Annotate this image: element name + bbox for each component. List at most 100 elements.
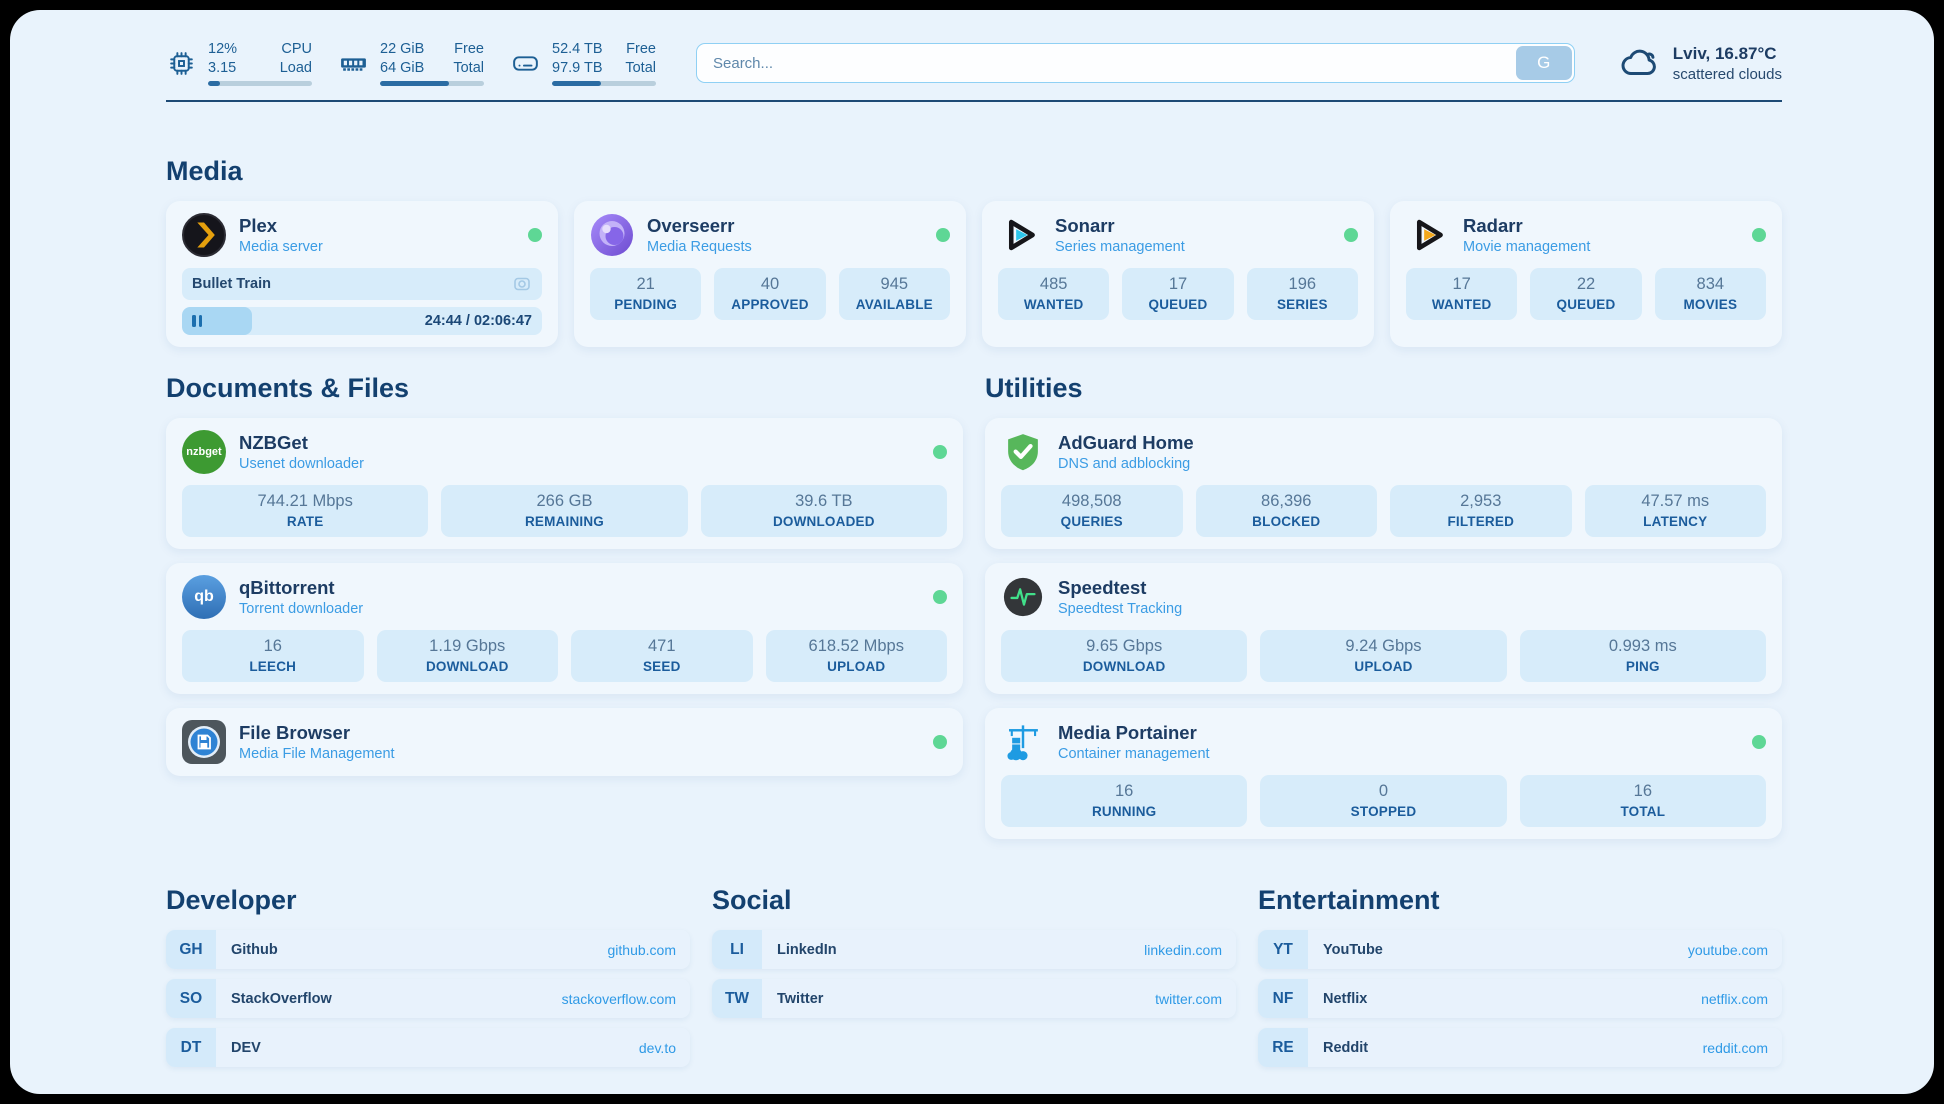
playback-time: 24:44 / 02:06:47	[424, 313, 532, 329]
section-developer: Developer GH Github github.com SO StackO…	[166, 885, 690, 1077]
playback-progress-bar: 24:44 / 02:06:47	[182, 307, 542, 335]
service-card-overseerr[interactable]: Overseerr Media Requests 21 PENDING 40 APP…	[574, 201, 966, 347]
cpu-label-1: CPU	[281, 40, 312, 57]
status-online-dot	[1752, 735, 1766, 749]
bookmark-stackoverflow[interactable]: SO StackOverflow stackoverflow.com	[166, 979, 690, 1018]
bookmark-netflix[interactable]: NF Netflix netflix.com	[1258, 979, 1782, 1018]
disk-total: 97.9 TB	[552, 59, 603, 76]
stat-queued: 17 QUEUED	[1122, 268, 1234, 320]
bookmark-name: Twitter	[777, 990, 824, 1007]
service-card-radarr[interactable]: Radarr Movie management 17 WANTED 22 QUEUE…	[1390, 201, 1782, 347]
stat-ping: 0.993 ms PING	[1519, 630, 1766, 682]
stat-remaining: 266 GB REMAINING	[441, 485, 688, 537]
status-online-dot	[1344, 228, 1358, 242]
qbittorrent-icon: qb	[182, 575, 226, 619]
bookmark-url: linkedin.com	[1144, 941, 1222, 958]
stat-approved: 40 APPROVED	[714, 268, 826, 320]
bookmark-abbr: TW	[712, 979, 762, 1018]
stat-running: 16 RUNNING	[1001, 775, 1248, 827]
service-description: Series management	[1055, 239, 1185, 255]
status-online-dot	[936, 228, 950, 242]
section-social: Social LI LinkedIn linkedin.com TW Twitt…	[712, 885, 1236, 1077]
bookmark-abbr: SO	[166, 979, 216, 1018]
search-input[interactable]	[696, 43, 1575, 83]
service-card-portainer[interactable]: Media Portainer Container management 16 R…	[985, 708, 1782, 839]
stat-wanted: 17 WANTED	[1406, 268, 1518, 320]
bookmark-name: StackOverflow	[231, 990, 332, 1007]
bookmark-url: dev.to	[638, 1039, 676, 1056]
bookmark-dev[interactable]: DT DEV dev.to	[166, 1028, 690, 1067]
ram-progress-bar	[380, 81, 484, 87]
bookmark-name: LinkedIn	[777, 941, 837, 958]
bookmark-name: DEV	[231, 1039, 261, 1056]
service-card-plex[interactable]: Plex Media server Bullet Train 24:44 / 0…	[166, 201, 558, 347]
system-stats-group: 12% 3.15 CPU Load 22 GiB 64 GiB Free Total	[166, 40, 656, 87]
bookmark-url: twitter.com	[1155, 990, 1222, 1007]
radarr-icon	[1406, 213, 1450, 257]
section-media: Media Plex Media server Bullet Train	[166, 156, 1782, 347]
ram-free: 22 GiB	[380, 40, 425, 57]
bookmark-url: stackoverflow.com	[561, 990, 676, 1007]
service-card-qbittorrent[interactable]: qb qBittorrent Torrent downloader 16 LEEC…	[166, 563, 963, 694]
service-name: qBittorrent	[239, 577, 335, 598]
cloud-icon	[1621, 49, 1656, 75]
stat-upload: 9.24 Gbps UPLOAD	[1260, 630, 1507, 682]
section-documents: Documents & Files nzbget NZBGet Usenet d…	[166, 373, 963, 776]
plex-icon	[182, 213, 226, 257]
stat-upload: 618.52 Mbps UPLOAD	[765, 630, 947, 682]
cpu-label-2: Load	[279, 59, 312, 76]
service-card-filebrowser[interactable]: File Browser Media File Management	[166, 708, 963, 776]
section-title-documents: Documents & Files	[166, 373, 410, 403]
stat-series: 196 SERIES	[1246, 268, 1358, 320]
pause-icon	[192, 315, 202, 327]
status-online-dot	[933, 445, 947, 459]
service-card-adguard[interactable]: AdGuard Home DNS and adblocking 498,508 Q…	[985, 418, 1782, 549]
stat-stopped: 0 STOPPED	[1260, 775, 1507, 827]
cpu-icon	[170, 51, 193, 75]
stat-filtered: 2,953 FILTERED	[1390, 485, 1572, 537]
adguard-icon	[1001, 430, 1045, 474]
bookmark-url: github.com	[607, 941, 676, 958]
header-divider	[166, 100, 1782, 102]
google-search-button[interactable]: G	[1515, 46, 1572, 80]
bookmark-reddit[interactable]: RE Reddit reddit.com	[1258, 1028, 1782, 1067]
filebrowser-icon	[182, 720, 226, 764]
stat-queries: 498,508 QUERIES	[1001, 485, 1183, 537]
ram-total: 64 GiB	[380, 59, 425, 76]
ram-label-2: Total	[453, 59, 484, 76]
service-description: Speedtest Tracking	[1058, 601, 1183, 617]
status-online-dot	[933, 590, 947, 604]
stat-total: 16 TOTAL	[1519, 775, 1766, 827]
bookmark-abbr: LI	[712, 930, 762, 969]
stat-wanted: 485 WANTED	[998, 268, 1110, 320]
bookmark-url: netflix.com	[1701, 990, 1768, 1007]
cpu-stat-widget: 12% 3.15 CPU Load	[166, 40, 312, 87]
ram-stat-widget: 22 GiB 64 GiB Free Total	[338, 40, 484, 87]
service-name: Speedtest	[1058, 577, 1147, 598]
service-description: Media server	[239, 239, 323, 255]
stat-available: 945 AVAILABLE	[838, 268, 950, 320]
bookmark-github[interactable]: GH Github github.com	[166, 930, 690, 969]
bookmark-name: YouTube	[1323, 941, 1383, 958]
service-card-nzbget[interactable]: nzbget NZBGet Usenet downloader 744.21 M…	[166, 418, 963, 549]
section-title-entertainment: Entertainment	[1258, 885, 1440, 915]
service-description: Media File Management	[239, 746, 395, 762]
disk-free: 52.4 TB	[552, 40, 603, 57]
overseerr-icon	[590, 213, 634, 257]
bookmark-youtube[interactable]: YT YouTube youtube.com	[1258, 930, 1782, 969]
section-title-media: Media	[166, 156, 243, 186]
service-name: Plex	[239, 215, 278, 236]
now-playing-title: Bullet Train	[192, 276, 271, 292]
disk-label-2: Total	[625, 59, 656, 76]
search-bar: G	[696, 43, 1575, 83]
service-card-sonarr[interactable]: Sonarr Series management 485 WANTED 17 QUE…	[982, 201, 1374, 347]
bookmark-abbr: YT	[1258, 930, 1308, 969]
cpu-progress-bar	[208, 81, 312, 87]
service-description: Torrent downloader	[239, 601, 364, 617]
ram-label-1: Free	[454, 40, 484, 57]
bookmark-twitter[interactable]: TW Twitter twitter.com	[712, 979, 1236, 1018]
stat-leech: 16 LEECH	[182, 630, 364, 682]
service-card-speedtest[interactable]: Speedtest Speedtest Tracking 9.65 Gbps DO…	[985, 563, 1782, 694]
bookmark-linkedin[interactable]: LI LinkedIn linkedin.com	[712, 930, 1236, 969]
service-name: File Browser	[239, 722, 351, 743]
